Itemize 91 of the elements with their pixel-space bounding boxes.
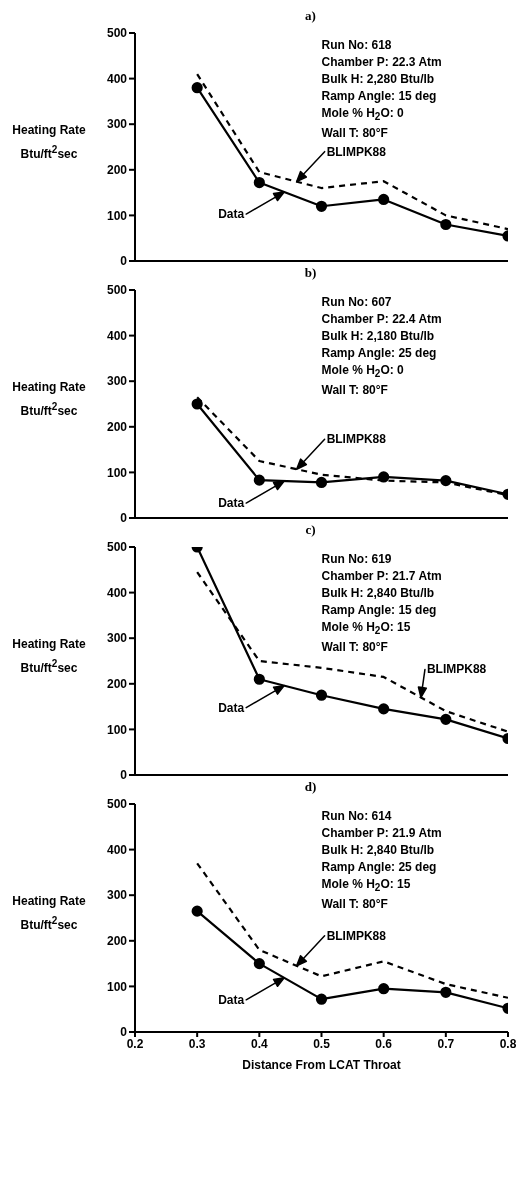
point: [191, 82, 203, 94]
y-tick-label: 400: [106, 585, 128, 600]
series-label: BLIMPK88: [326, 928, 387, 943]
y-tick-label: 400: [106, 328, 128, 343]
y-tick-label: 0: [120, 254, 128, 269]
y-tick-label: 100: [106, 208, 128, 223]
point: [440, 713, 452, 725]
x-axis-title: Distance From LCAT Throat: [241, 1058, 402, 1072]
annotation: Ramp Angle: 25 deg: [321, 859, 438, 876]
x-tick-label: 0.5: [313, 1036, 331, 1051]
annotation: Chamber P: 21.7 Atm: [321, 568, 442, 585]
series-label: Data: [218, 496, 245, 511]
text: Data: [218, 992, 245, 1007]
point: [378, 193, 390, 206]
x-tick-label: 0.2: [126, 1036, 144, 1051]
y-tick-label: 200: [106, 677, 128, 692]
point: [440, 218, 452, 231]
point: [191, 905, 203, 917]
y-tick-label: 100: [106, 465, 128, 480]
annotation: Ramp Angle: 15 deg: [321, 602, 438, 619]
text: BLIMPK88: [326, 432, 387, 447]
y-tick-label: 500: [106, 540, 128, 555]
annotation: Run No: 614: [321, 808, 393, 825]
annotation: Mole % H$_{2}$O: 15: [321, 619, 412, 639]
x-tick-label: 0.8: [499, 1036, 517, 1051]
annotation: Ramp Angle: 25 deg: [321, 345, 438, 362]
chart-title: d): [304, 779, 317, 794]
y-tick-label: 300: [106, 117, 128, 132]
series-label: BLIMPK88: [426, 662, 487, 677]
chart-title: c): [305, 522, 316, 537]
point: [315, 476, 328, 489]
annotation: Mole % H$_{2}$O: 15: [321, 876, 412, 896]
x-tick-label: 0.7: [437, 1036, 455, 1051]
y-tick-label: 200: [106, 934, 128, 949]
y-tick-label: 200: [106, 163, 128, 178]
y-tick-label: 300: [106, 631, 128, 646]
point: [315, 993, 328, 1005]
annotation: Chamber P: 22.4 Atm: [321, 311, 442, 328]
point: [253, 474, 265, 486]
point: [315, 200, 328, 212]
chart-title: a): [304, 8, 317, 25]
annotation: Wall T: 80°F: [321, 639, 389, 657]
series-label: BLIMPK88: [326, 144, 387, 159]
y-axis-title: Heating Rate Btu/ft$^{2}$sec: [11, 379, 87, 420]
y-tick-label: 100: [106, 722, 128, 737]
annotation: Wall T: 80°F: [321, 125, 389, 143]
annotation: Chamber P: 21.9 Atm: [321, 825, 442, 842]
point: [378, 471, 390, 483]
x-tick-label: 0.6: [375, 1036, 393, 1051]
x-tick-label: 0.3: [188, 1036, 206, 1051]
point: [253, 176, 265, 189]
y-tick-label: 500: [106, 797, 128, 812]
annotation: Wall T: 80°F: [321, 382, 389, 400]
point: [378, 983, 390, 995]
annotation: Bulk H: 2,280 Btu/lb: [321, 71, 436, 88]
x-tick-label: 0.4: [250, 1036, 268, 1051]
annotation: Mole % H$_{2}$O: 0: [321, 362, 405, 382]
y-tick-label: 0: [120, 511, 128, 526]
series-label: Data: [218, 700, 245, 715]
annotation: Chamber P: 22.3 Atm: [321, 54, 442, 71]
point: [378, 703, 390, 715]
annotation: Bulk H: 2,180 Btu/lb: [321, 328, 436, 345]
annotation: Run No: 618: [321, 37, 393, 54]
y-tick-label: 0: [120, 1025, 128, 1040]
annotation: Bulk H: 2,840 Btu/lb: [321, 585, 436, 602]
annotation: Run No: 607: [321, 294, 393, 311]
annotation: Mole % H$_{2}$O: 0: [321, 105, 405, 125]
point: [315, 689, 328, 701]
annotation: Ramp Angle: 15 deg: [321, 88, 438, 105]
y-tick-label: 100: [106, 979, 128, 994]
chart-title: b): [304, 265, 317, 280]
y-tick-label: 500: [106, 26, 128, 41]
y-tick-label: 300: [106, 374, 128, 389]
point: [253, 958, 265, 970]
y-tick-label: 0: [120, 768, 128, 783]
y-tick-label: 200: [106, 420, 128, 435]
annotation: Run No: 619: [321, 551, 393, 568]
y-axis-title: Heating Rate Btu/ft$^{2}$sec: [11, 893, 87, 934]
y-tick-label: 300: [106, 888, 128, 903]
point: [440, 986, 452, 998]
point: [191, 398, 203, 410]
annotation: Bulk H: 2,840 Btu/lb: [321, 842, 436, 859]
y-tick-label: 400: [106, 842, 128, 857]
annotation: Wall T: 80°F: [321, 896, 389, 914]
point: [253, 673, 265, 685]
y-tick-label: 400: [106, 71, 128, 86]
text: Data: [218, 207, 245, 222]
y-axis-title: Heating Rate Btu/ft$^{2}$sec: [11, 122, 87, 163]
y-tick-label: 500: [106, 283, 128, 298]
y-axis-title: Heating Rate Btu/ft$^{2}$sec: [11, 636, 87, 677]
point: [440, 475, 452, 487]
